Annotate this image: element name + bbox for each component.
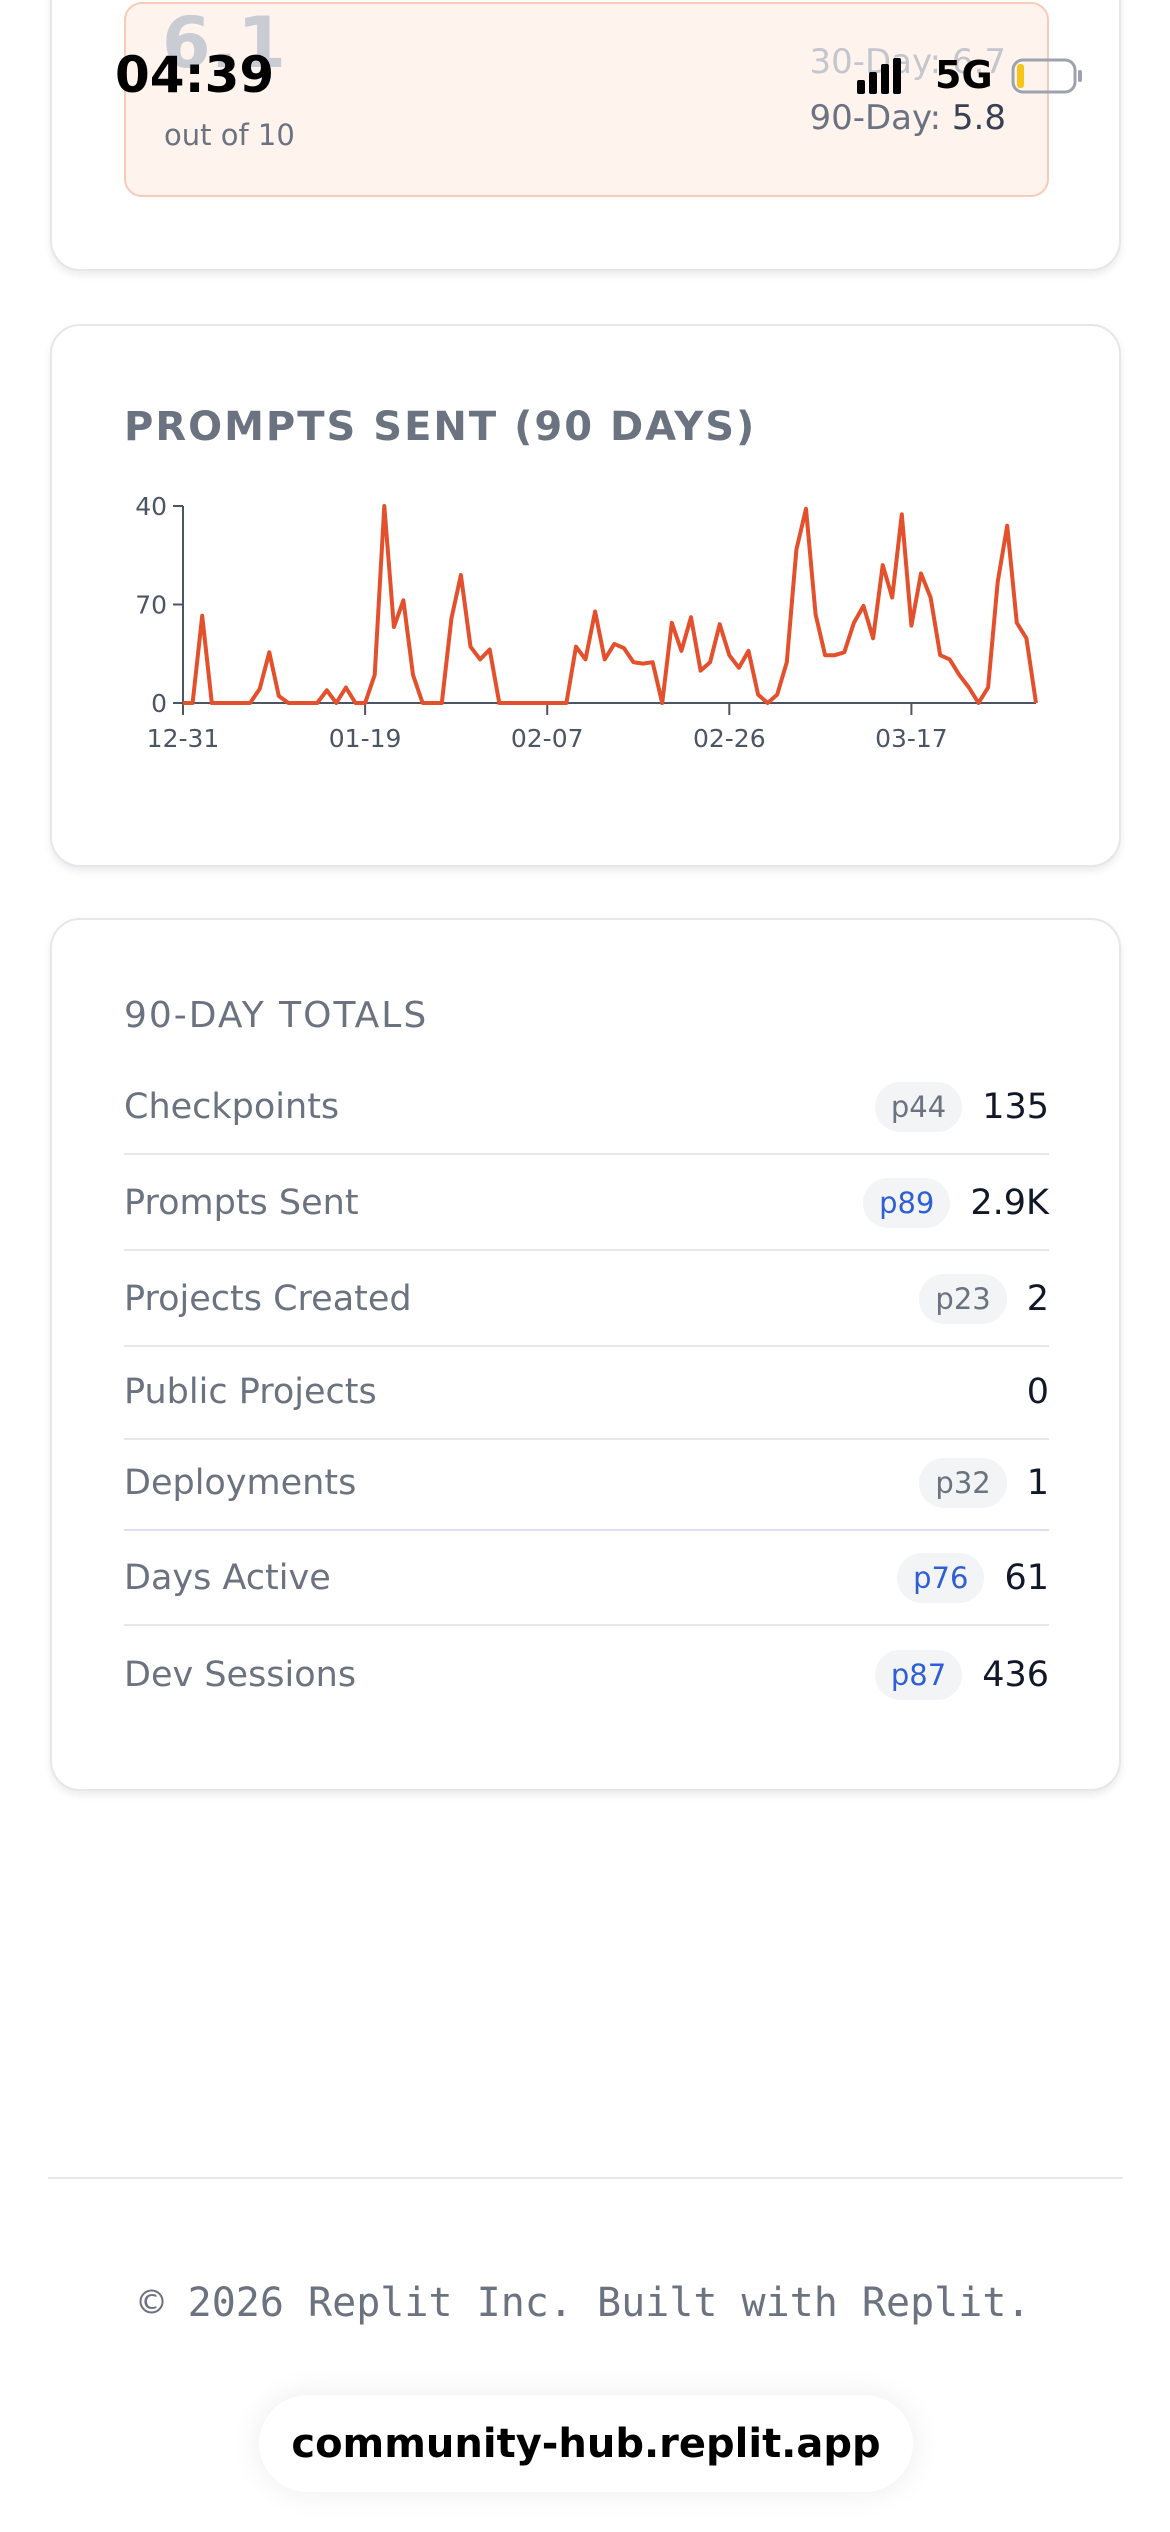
line-series bbox=[183, 504, 1038, 705]
row-label: Prompts Sent bbox=[124, 1183, 359, 1223]
divider bbox=[48, 2177, 1123, 2179]
x-tick-label: 02-26 bbox=[693, 724, 766, 753]
copyright: © 2026 Replit Inc. Built with Replit. bbox=[139, 2280, 1031, 2326]
value: 5.8 bbox=[951, 98, 1006, 138]
label: 90-Day: bbox=[809, 98, 942, 138]
value: 6.7 bbox=[951, 42, 1006, 82]
x-tick-label: 01-19 bbox=[329, 724, 402, 753]
x-tick-label: 03-17 bbox=[875, 724, 948, 753]
row-value: 61 bbox=[1004, 1558, 1049, 1598]
total-row: Days Active p76 61 bbox=[124, 1532, 1049, 1626]
row-value: 436 bbox=[982, 1655, 1049, 1695]
y-tick-label: 70 bbox=[135, 591, 167, 620]
battery-tip bbox=[1078, 70, 1082, 82]
total-row: Projects Created p23 2 bbox=[124, 1253, 1049, 1347]
total-row: Public Projects 0 bbox=[124, 1346, 1049, 1440]
score: 6.1 bbox=[162, 2, 287, 84]
percentile-badge: p87 bbox=[874, 1650, 963, 1700]
totals-title: 90-DAY TOTALS bbox=[124, 995, 429, 1036]
row-label: Dev Sessions bbox=[124, 1655, 357, 1695]
total-row: Deployments p32 1 bbox=[124, 1437, 1049, 1531]
score-box bbox=[124, 2, 1049, 197]
battery bbox=[1011, 58, 1077, 94]
network: 5G bbox=[935, 58, 993, 97]
total-row: Checkpoints p44 135 bbox=[124, 1061, 1049, 1155]
chart-card: PROMPTS SENT (90 DAYS) bbox=[50, 324, 1121, 867]
y-tick-label: 40 bbox=[135, 492, 167, 521]
status-icons: 5G bbox=[857, 58, 1082, 97]
row-value: 135 bbox=[982, 1087, 1049, 1127]
signal bbox=[857, 58, 901, 94]
percentile-badge: p89 bbox=[863, 1178, 951, 1228]
score-card: 6.1 out of 10 30-Day: 6.7 90-Day: 5.8 bbox=[50, 0, 1121, 271]
chart: 0 70 40 12-31 01-19 02-07 02-26 03-17 bbox=[135, 492, 1038, 753]
score-scale: out of 10 bbox=[164, 118, 295, 152]
x-tick-label: 12-31 bbox=[147, 724, 220, 753]
status-time: 04:39 bbox=[115, 46, 275, 104]
row-label: Days Active bbox=[124, 1558, 331, 1598]
percentile-badge: p44 bbox=[874, 1082, 963, 1132]
totals-card: 90-DAY TOTALS Checkpoints p44 135 Prompts S… bbox=[50, 918, 1121, 1791]
row-label: Public Projects bbox=[124, 1372, 377, 1412]
y-tick-label: 0 bbox=[151, 689, 167, 718]
row-label: Projects Created bbox=[124, 1279, 412, 1319]
ninety-day: 90-Day: 5.8 bbox=[809, 98, 1006, 138]
row-label: Deployments bbox=[124, 1463, 357, 1503]
row-value: 1 bbox=[1026, 1463, 1049, 1503]
x-tick-label: 02-07 bbox=[511, 724, 584, 753]
total-row: Dev Sessions p87 436 bbox=[124, 1628, 1049, 1722]
row-value: 2.9K bbox=[970, 1183, 1049, 1223]
percentile-badge: p76 bbox=[897, 1553, 985, 1603]
row-value: 2 bbox=[1026, 1279, 1049, 1319]
percentile-badge: p32 bbox=[919, 1458, 1007, 1508]
row-value: 0 bbox=[1026, 1372, 1049, 1412]
percentile-badge: p23 bbox=[919, 1274, 1007, 1324]
total-row: Prompts Sent p89 2.9K bbox=[124, 1157, 1049, 1251]
battery-level bbox=[1017, 64, 1024, 88]
url-bar[interactable]: community-hub.replit.app bbox=[259, 2395, 913, 2492]
chart-title: PROMPTS SENT (90 DAYS) bbox=[124, 404, 757, 450]
row-label: Checkpoints bbox=[124, 1087, 340, 1127]
